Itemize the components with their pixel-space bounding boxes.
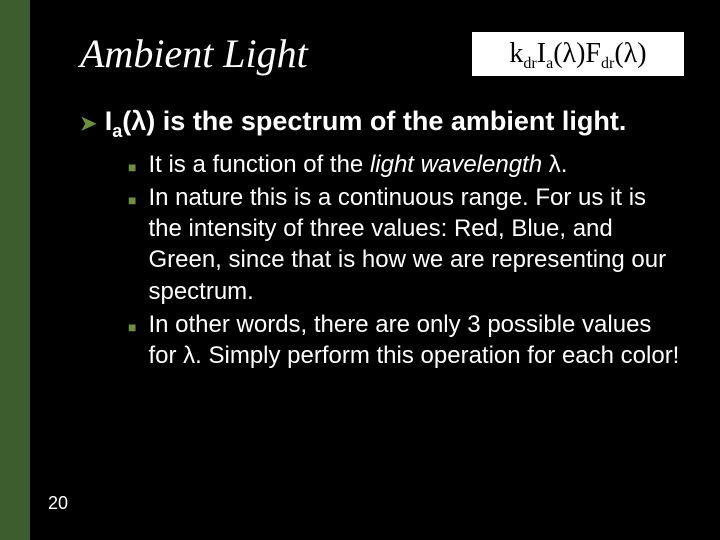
- square-bullet-icon: ■: [128, 191, 136, 209]
- sub-bullet-list: ■ It is a function of the light waveleng…: [128, 149, 680, 371]
- list-item: ■ In other words, there are only 3 possi…: [128, 309, 680, 371]
- main-bullet-text: Ia(λ) is the spectrum of the ambient lig…: [105, 105, 627, 139]
- list-item-text: In other words, there are only 3 possibl…: [148, 309, 680, 371]
- list-item-text: It is a function of the light wavelength…: [148, 149, 567, 180]
- list-item: ■ It is a function of the light waveleng…: [128, 149, 680, 180]
- left-accent-bar: [0, 0, 30, 540]
- chevron-right-icon: ➤: [80, 111, 97, 136]
- formula-box: kdrIa(λ)Fdr(λ): [472, 32, 684, 76]
- main-bullet: ➤ Ia(λ) is the spectrum of the ambient l…: [80, 105, 680, 139]
- square-bullet-icon: ■: [128, 318, 136, 336]
- list-item: ■ In nature this is a continuous range. …: [128, 182, 680, 307]
- list-item-text: In nature this is a continuous range. Fo…: [148, 182, 680, 307]
- square-bullet-icon: ■: [128, 158, 136, 176]
- page-number: 20: [48, 493, 68, 514]
- formula-text: kdrIa(λ)Fdr(λ): [509, 38, 646, 70]
